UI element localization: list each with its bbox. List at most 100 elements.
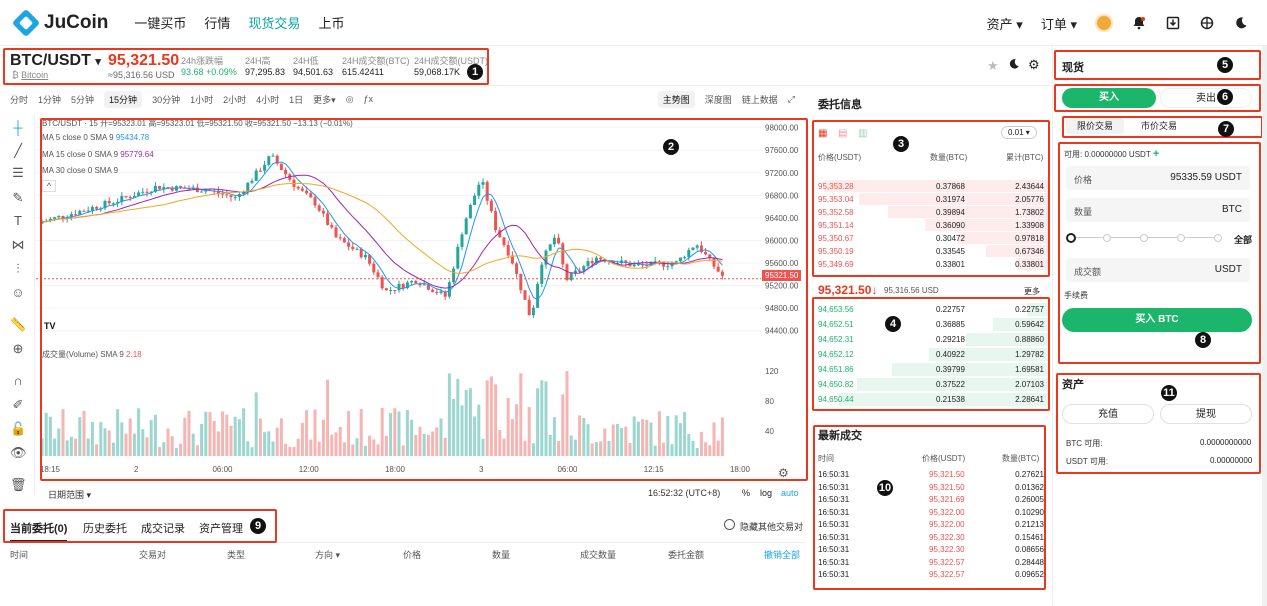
buy-btc-button[interactable]: 买入 BTC [1062, 308, 1252, 332]
auto-scale-toggle[interactable]: auto [781, 488, 799, 498]
col-side[interactable]: 方向 ▾ [315, 550, 341, 560]
chart-theme-moon-icon[interactable] [1008, 58, 1020, 73]
price-chart[interactable]: 98000.00 97600.00 97200.00 96800.00 96400.00… [36, 116, 806, 481]
eye-icon[interactable]: 👁 [10, 445, 27, 460]
all-button[interactable]: 全部 [1234, 235, 1253, 245]
sell-tab[interactable]: 卖出 [1160, 88, 1252, 108]
tf-1d[interactable]: 1日 [289, 94, 304, 105]
view-onchain[interactable]: 链上数据 [741, 94, 778, 105]
amount-slider[interactable] [1066, 233, 1222, 243]
deposit-button[interactable]: 充值 [1062, 404, 1154, 424]
tf-30m[interactable]: 30分钟 [152, 94, 181, 105]
bid-row[interactable]: 94,651.86 0.39799 1.69581 [818, 363, 1048, 376]
text-tool-icon[interactable]: T [14, 213, 22, 228]
crosshair-icon[interactable]: ┼ [13, 120, 23, 135]
ask-row[interactable]: 95,349.69 0.33801 0.33801 [818, 258, 1048, 271]
notification-bell-icon[interactable] [1131, 15, 1147, 31]
nav-assets-menu[interactable]: 资产 ▾ [987, 14, 1023, 33]
fib-icon[interactable]: ⫶ [16, 261, 20, 276]
buy-tab[interactable]: 买入 [1062, 88, 1156, 108]
cancel-all-button[interactable]: 撤销全部 [764, 550, 801, 560]
price-input[interactable]: 价格 95335.59 USDT [1066, 166, 1250, 190]
nav-quick-buy[interactable]: 一键买币 [134, 16, 187, 31]
date-range-dropdown[interactable]: 日期范围 ▾ [48, 490, 92, 500]
zoom-in-icon[interactable]: ⊕ [12, 341, 24, 356]
trend-line-icon[interactable]: ╱ [14, 143, 22, 158]
log-scale-toggle[interactable]: log [760, 488, 773, 498]
bid-row[interactable]: 94,652.12 0.40922 1.29782 [818, 348, 1048, 361]
bid-row[interactable]: 94,652.51 0.36885 0.59642 [818, 318, 1048, 331]
book-view-asks-icon[interactable]: ▤ [838, 128, 848, 139]
slider-handle[interactable] [1066, 233, 1076, 243]
trash-icon[interactable]: 🗑 [10, 477, 27, 492]
tf-more[interactable]: 更多▾ [313, 94, 336, 105]
pair-fullname[interactable]: ₿ Bitcoin [12, 70, 49, 80]
orderbook-more-link[interactable]: 更多 [1024, 287, 1040, 296]
withdraw-button[interactable]: 提现 [1160, 404, 1252, 424]
limit-order-tab[interactable]: 限价交易 [1066, 118, 1124, 134]
market-order-tab[interactable]: 市价交易 [1140, 121, 1177, 131]
percent-scale-toggle[interactable]: % [742, 488, 751, 498]
download-icon[interactable] [1165, 15, 1181, 31]
ask-row[interactable]: 95,350.67 0.30472 0.97818 [818, 232, 1048, 245]
ask-row[interactable]: 95,351.14 0.36090 1.33908 [818, 219, 1048, 232]
ask-row[interactable]: 95,353.04 0.31974 2.05776 [818, 193, 1048, 206]
bid-row[interactable]: 94,650.82 0.37522 2.07103 [818, 378, 1048, 391]
quantity-input[interactable]: 数量 BTC [1066, 198, 1250, 222]
slider-tick-50[interactable] [1140, 234, 1148, 242]
horizontal-lines-icon[interactable]: ☰ [12, 165, 24, 180]
globe-language-icon[interactable] [1199, 15, 1215, 31]
slider-tick-25[interactable] [1103, 234, 1111, 242]
view-depth[interactable]: 深度图 [704, 94, 732, 105]
lock-icon[interactable]: 🔓 [10, 421, 27, 436]
tab-trade-history[interactable]: 成交记录 [141, 523, 185, 535]
book-view-bids-icon[interactable]: ▥ [858, 128, 868, 139]
tf-1h[interactable]: 1小时 [190, 94, 214, 105]
precision-dropdown[interactable]: 0.01 ▾ [1001, 126, 1037, 139]
add-funds-plus-icon[interactable]: + [1152, 148, 1160, 160]
tf-2h[interactable]: 2小时 [223, 94, 247, 105]
indicator-icon[interactable]: ◎ [345, 93, 354, 104]
tf-5m[interactable]: 5分钟 [71, 94, 95, 105]
favorite-star-icon[interactable]: ★ [987, 58, 999, 73]
nav-listing[interactable]: 上币 [318, 16, 345, 31]
tf-4h[interactable]: 4小时 [256, 94, 280, 105]
tab-order-history[interactable]: 历史委托 [83, 523, 127, 535]
brush-icon[interactable]: ✎ [12, 190, 24, 205]
nav-markets[interactable]: 行情 [204, 16, 231, 31]
dark-mode-moon-icon[interactable] [1233, 15, 1249, 31]
bid-row[interactable]: 94,650.44 0.21538 2.28641 [818, 393, 1048, 406]
slider-tick-75[interactable] [1177, 234, 1185, 242]
view-main-chart[interactable]: 主势图 [657, 90, 695, 108]
magnet-icon[interactable]: ∩ [13, 373, 23, 388]
tab-asset-management[interactable]: 资产管理 [199, 523, 243, 535]
fx-icon[interactable]: ƒx [363, 94, 374, 104]
lock-pencil-icon[interactable]: ✐ [12, 397, 24, 412]
tf-line[interactable]: 分时 [10, 94, 29, 105]
fullscreen-icon[interactable]: ⤢ [787, 93, 795, 104]
settings-gear-icon[interactable]: ⚙ [1028, 57, 1040, 72]
bid-row[interactable]: 94,652.31 0.29218 0.88860 [818, 333, 1048, 346]
total-input[interactable]: 成交额 USDT [1066, 258, 1250, 282]
tf-15m[interactable]: 15分钟 [104, 90, 143, 108]
ask-row[interactable]: 95,353.28 0.37868 2.43644 [818, 180, 1048, 193]
slider-tick-100[interactable] [1214, 234, 1222, 242]
bid-row[interactable]: 94,653.56 0.22757 0.22757 [818, 303, 1048, 316]
page-scrollbar[interactable] [1262, 46, 1267, 606]
chart-canvas[interactable]: 98000.00 97600.00 97200.00 96800.00 96400.00… [36, 116, 806, 481]
chart-settings-gear-icon[interactable]: ⚙ [778, 466, 789, 480]
ask-row[interactable]: 95,352.58 0.39894 1.73802 [818, 206, 1048, 219]
tf-1m[interactable]: 1分钟 [38, 94, 62, 105]
nav-orders-menu[interactable]: 订单 ▾ [1041, 14, 1077, 33]
ruler-icon[interactable]: 📏 [10, 317, 27, 332]
ask-row[interactable]: 95,350.19 0.33545 0.67346 [818, 245, 1048, 258]
brand-logo[interactable]: JuCoin [11, 8, 108, 37]
emoji-icon[interactable]: ☺ [11, 285, 25, 300]
pair-selector[interactable]: BTC/USDT ▾ [10, 52, 101, 70]
collapse-legend-icon[interactable]: ^ [42, 180, 56, 192]
book-view-both-icon[interactable]: ▦ [818, 128, 828, 139]
hide-other-radio[interactable] [724, 519, 735, 530]
pattern-icon[interactable]: ⋈ [11, 237, 25, 252]
nav-spot-trading[interactable]: 现货交易 [248, 16, 301, 31]
user-avatar[interactable] [1095, 14, 1113, 32]
